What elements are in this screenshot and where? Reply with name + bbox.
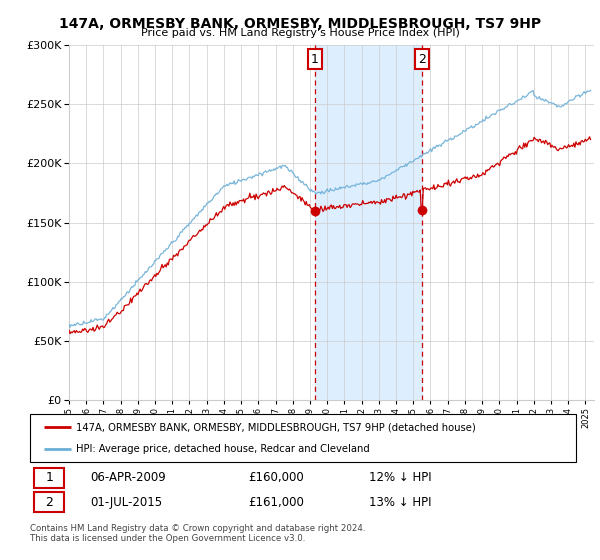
Text: £161,000: £161,000	[248, 496, 304, 508]
Text: 147A, ORMESBY BANK, ORMESBY, MIDDLESBROUGH, TS7 9HP (detached house): 147A, ORMESBY BANK, ORMESBY, MIDDLESBROU…	[76, 422, 476, 432]
Text: 12% ↓ HPI: 12% ↓ HPI	[368, 472, 431, 484]
Text: 1: 1	[45, 472, 53, 484]
FancyBboxPatch shape	[30, 414, 576, 462]
Text: HPI: Average price, detached house, Redcar and Cleveland: HPI: Average price, detached house, Redc…	[76, 444, 370, 454]
Text: 2: 2	[418, 53, 426, 66]
FancyBboxPatch shape	[34, 468, 64, 488]
Text: 1: 1	[311, 53, 319, 66]
Text: 13% ↓ HPI: 13% ↓ HPI	[368, 496, 431, 508]
Text: Price paid vs. HM Land Registry's House Price Index (HPI): Price paid vs. HM Land Registry's House …	[140, 28, 460, 38]
Text: 01-JUL-2015: 01-JUL-2015	[90, 496, 162, 508]
Text: 06-APR-2009: 06-APR-2009	[90, 472, 166, 484]
Text: Contains HM Land Registry data © Crown copyright and database right 2024.
This d: Contains HM Land Registry data © Crown c…	[30, 524, 365, 543]
FancyBboxPatch shape	[34, 492, 64, 512]
Text: £160,000: £160,000	[248, 472, 304, 484]
Bar	[314, 45, 422, 400]
Text: 147A, ORMESBY BANK, ORMESBY, MIDDLESBROUGH, TS7 9HP: 147A, ORMESBY BANK, ORMESBY, MIDDLESBROU…	[59, 17, 541, 31]
Text: 2: 2	[45, 496, 53, 508]
